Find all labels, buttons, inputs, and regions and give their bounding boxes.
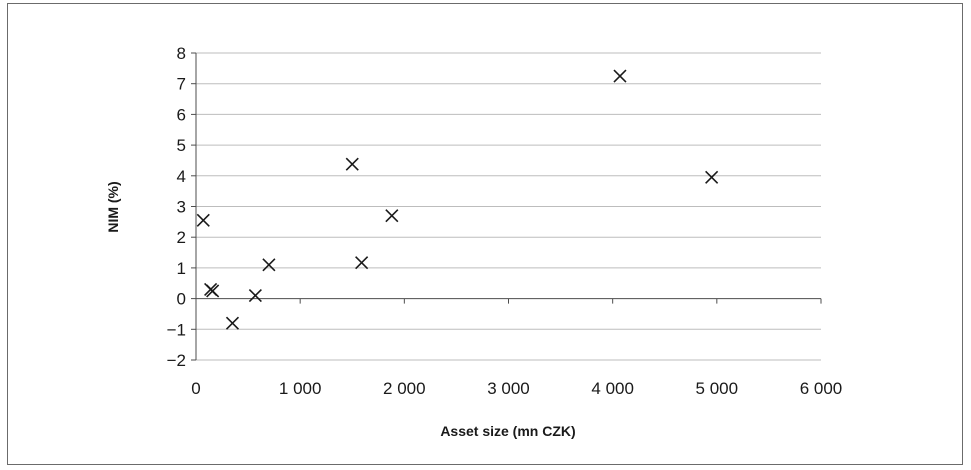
data-point (262, 258, 276, 272)
y-tick-label: 6 (177, 105, 186, 124)
x-tick-labels: 0 1 000 2 000 3 000 4 000 5 000 6 000 (191, 379, 842, 398)
data-point (206, 284, 220, 298)
marker-stroke (225, 316, 240, 330)
marker-stroke (355, 256, 369, 270)
y-tick-label: 2 (177, 228, 186, 247)
marker-stroke (262, 258, 276, 272)
marker-stroke (248, 288, 262, 303)
data-points (196, 69, 719, 330)
y-tick-label: 8 (177, 44, 186, 63)
data-point (225, 316, 240, 330)
x-tick-label: 0 (191, 379, 200, 398)
marker-stroke (705, 170, 719, 184)
x-tick-label: 3 000 (487, 379, 530, 398)
data-point (248, 288, 262, 303)
y-tick-label: −2 (167, 351, 186, 370)
x-tick-label: 1 000 (279, 379, 322, 398)
x-tick-label: 4 000 (591, 379, 634, 398)
y-tick-label: 4 (177, 167, 186, 186)
data-point (355, 256, 369, 270)
y-axis-title: NIM (%) (105, 181, 121, 232)
data-point (196, 213, 210, 227)
marker-stroke (613, 69, 627, 83)
marker-stroke (196, 213, 210, 227)
gridlines (196, 52, 821, 361)
y-tick-label: −1 (167, 320, 186, 339)
marker-stroke (345, 157, 359, 171)
axes (191, 52, 822, 361)
y-tick-label: 1 (177, 259, 186, 278)
x-tick-label: 2 000 (383, 379, 426, 398)
x-tick-label: 6 000 (800, 379, 843, 398)
y-tick-label: 5 (177, 136, 186, 155)
marker-stroke (206, 284, 220, 298)
data-point (385, 209, 399, 223)
data-point (345, 157, 359, 171)
y-tick-label: 0 (177, 290, 186, 309)
y-tick-label: 7 (177, 75, 186, 94)
data-point (705, 170, 719, 184)
x-tick-label: 5 000 (696, 379, 739, 398)
y-tick-label: 3 (177, 198, 186, 217)
chart-frame (7, 3, 963, 465)
y-tick-labels: −2 −1 0 1 2 3 4 5 6 7 8 (167, 44, 186, 370)
marker-stroke (385, 209, 399, 223)
x-axis-title: Asset size (mn CZK) (440, 423, 575, 439)
data-point (613, 69, 627, 83)
